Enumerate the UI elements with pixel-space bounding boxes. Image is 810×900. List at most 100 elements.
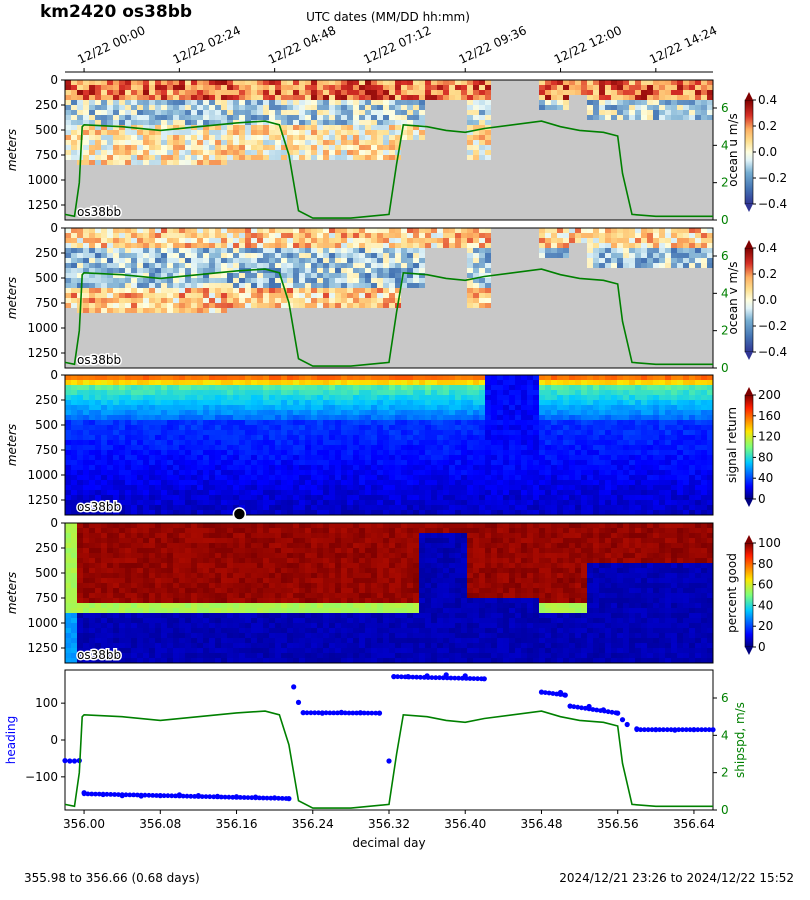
heatmap-cell <box>167 298 174 304</box>
heatmap-cell <box>587 110 594 116</box>
heatmap-cell <box>323 170 330 176</box>
heatmap-cell <box>155 170 162 176</box>
heatmap-cell <box>461 273 468 279</box>
heatmap-cell <box>335 140 342 146</box>
heatmap-cell <box>137 85 144 91</box>
heatmap-cell <box>287 348 294 354</box>
heatmap-cell <box>635 125 642 131</box>
heatmap-cell <box>281 205 288 211</box>
heatmap-cell <box>209 253 216 259</box>
heatmap-cell <box>263 115 270 121</box>
heatmap-cell <box>515 200 522 206</box>
heatmap-cell <box>497 105 504 111</box>
heatmap-cell <box>233 238 240 244</box>
heatmap-cell <box>503 185 510 191</box>
heatmap-cell <box>353 268 360 274</box>
heatmap-cell <box>641 215 648 221</box>
heatmap-cell <box>617 195 624 201</box>
heatmap-cell <box>125 318 132 324</box>
heatmap-cell <box>317 160 324 166</box>
heatmap-cell <box>539 205 546 211</box>
heatmap-cell <box>191 318 198 324</box>
heatmap-cell <box>269 95 276 101</box>
heatmap-cell <box>503 170 510 176</box>
heatmap-cell <box>647 120 654 126</box>
heatmap-cell <box>635 115 642 121</box>
heatmap-cell <box>347 155 354 161</box>
heatmap-cell <box>125 180 132 186</box>
heatmap-cell <box>155 308 162 314</box>
heatmap-cell <box>419 238 426 244</box>
heatmap-cell <box>185 180 192 186</box>
heatmap-cell <box>245 348 252 354</box>
heatmap-cell <box>641 190 648 196</box>
heatmap-cell <box>395 135 402 141</box>
heatmap-cell <box>101 348 108 354</box>
heatmap-cell <box>143 263 150 269</box>
heatmap-cell <box>467 278 474 284</box>
heatmap-cell <box>695 110 702 116</box>
heatmap-cell <box>539 210 546 216</box>
heatmap-cell <box>71 323 78 329</box>
heatmap-cell <box>545 205 552 211</box>
heatmap-cell <box>539 80 546 86</box>
heatmap-cell <box>677 150 684 156</box>
heatmap-cell <box>275 283 282 289</box>
heatmap-cell <box>389 293 396 299</box>
heatmap-cell <box>437 120 444 126</box>
heatmap-cell <box>185 130 192 136</box>
heatmap-cell <box>143 308 150 314</box>
heatmap-cell <box>257 288 264 294</box>
heatmap-cell <box>695 80 702 86</box>
heatmap-cell <box>395 120 402 126</box>
heatmap-cell <box>671 160 678 166</box>
heatmap-cell <box>233 338 240 344</box>
heatmap-cell <box>245 363 252 369</box>
heatmap-cell <box>125 140 132 146</box>
heatmap-cell <box>245 303 252 309</box>
heatmap-cell <box>353 160 360 166</box>
heatmap-cell <box>251 215 258 221</box>
heatmap-cell <box>671 150 678 156</box>
heatmap-cell <box>449 130 456 136</box>
heatmap-cell <box>245 165 252 171</box>
heatmap-cell <box>341 243 348 249</box>
heatmap-cell <box>113 80 120 86</box>
heatmap-cell <box>365 120 372 126</box>
heatmap-cell <box>485 180 492 186</box>
heatmap-cell <box>461 263 468 269</box>
heatmap-cell <box>485 80 492 86</box>
heatmap-cell <box>539 130 546 136</box>
heatmap-cell <box>221 180 228 186</box>
heatmap-cell <box>389 175 396 181</box>
heatmap-cell <box>563 190 570 196</box>
heatmap-cell <box>365 323 372 329</box>
heatmap-cell <box>161 318 168 324</box>
heatmap-cell <box>413 248 420 254</box>
heatmap-cell <box>95 253 102 259</box>
heatmap-cell <box>143 200 150 206</box>
heatmap-cell <box>641 80 648 86</box>
heatmap-cell <box>377 155 384 161</box>
heatmap-cell <box>695 185 702 191</box>
heatmap-cell <box>389 145 396 151</box>
heatmap-cell <box>473 228 480 234</box>
heatmap-cell <box>323 90 330 96</box>
heatmap-cell <box>179 343 186 349</box>
heatmap-cell <box>275 185 282 191</box>
heatmap-cell <box>635 195 642 201</box>
heatmap-cell <box>467 328 474 334</box>
heatmap-cell <box>263 180 270 186</box>
heatmap-cell <box>77 263 84 269</box>
heatmap-cell <box>311 353 318 359</box>
heatmap-cell <box>581 155 588 161</box>
heatmap-cell <box>407 135 414 141</box>
heatmap-cell <box>275 100 282 106</box>
heatmap-cell <box>65 120 72 126</box>
heatmap-cell <box>611 135 618 141</box>
heatmap-cell <box>617 205 624 211</box>
heatmap-cell <box>131 343 138 349</box>
heatmap-cell <box>125 308 132 314</box>
heatmap-cell <box>293 358 300 364</box>
heatmap-cell <box>293 145 300 151</box>
